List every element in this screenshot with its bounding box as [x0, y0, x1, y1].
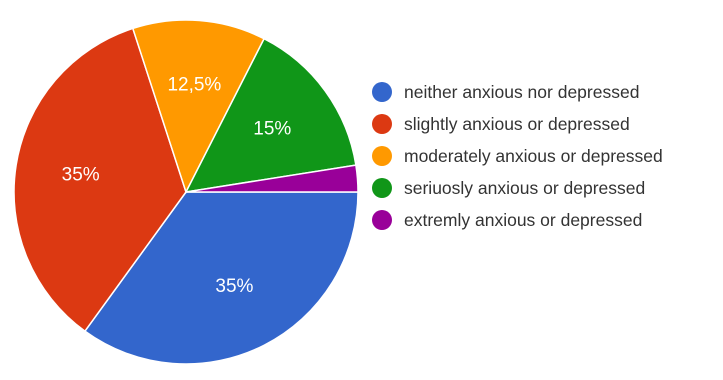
pie-slice-extremely[interactable]	[185, 164, 359, 193]
legend-swatch-icon	[372, 210, 392, 230]
legend-swatch-icon	[372, 146, 392, 166]
legend-item-slightly[interactable]: slightly anxious or depressed	[372, 112, 722, 136]
pie-slice-moderately[interactable]	[131, 19, 266, 194]
legend-label: slightly anxious or depressed	[404, 114, 630, 134]
slice-value-label-seriously: 15%	[253, 118, 291, 139]
pie-slice-seriously[interactable]	[184, 37, 357, 193]
legend-label: extremly anxious or depressed	[404, 210, 643, 230]
legend-label: moderately anxious or depressed	[404, 146, 663, 166]
slice-value-label-neither: 35%	[215, 276, 253, 297]
pie-slice-neither[interactable]	[83, 191, 359, 365]
legend-item-neither[interactable]: neither anxious nor depressed	[372, 80, 722, 104]
legend-item-seriously[interactable]: seriuosly anxious or depressed	[372, 176, 722, 200]
legend-item-moderately[interactable]: moderately anxious or depressed	[372, 144, 722, 168]
slice-value-label-moderately: 12,5%	[167, 75, 221, 96]
legend-swatch-icon	[372, 82, 392, 102]
legend-swatch-icon	[372, 114, 392, 134]
legend-item-extremely[interactable]: extremly anxious or depressed	[372, 208, 722, 232]
legend-label: seriuosly anxious or depressed	[404, 178, 646, 198]
slice-value-label-slightly: 35%	[62, 164, 100, 185]
pie-slice-slightly[interactable]	[13, 27, 187, 333]
legend-label: neither anxious nor depressed	[404, 82, 640, 102]
legend-swatch-icon	[372, 178, 392, 198]
legend: neither anxious nor depressed slightly a…	[372, 80, 722, 240]
